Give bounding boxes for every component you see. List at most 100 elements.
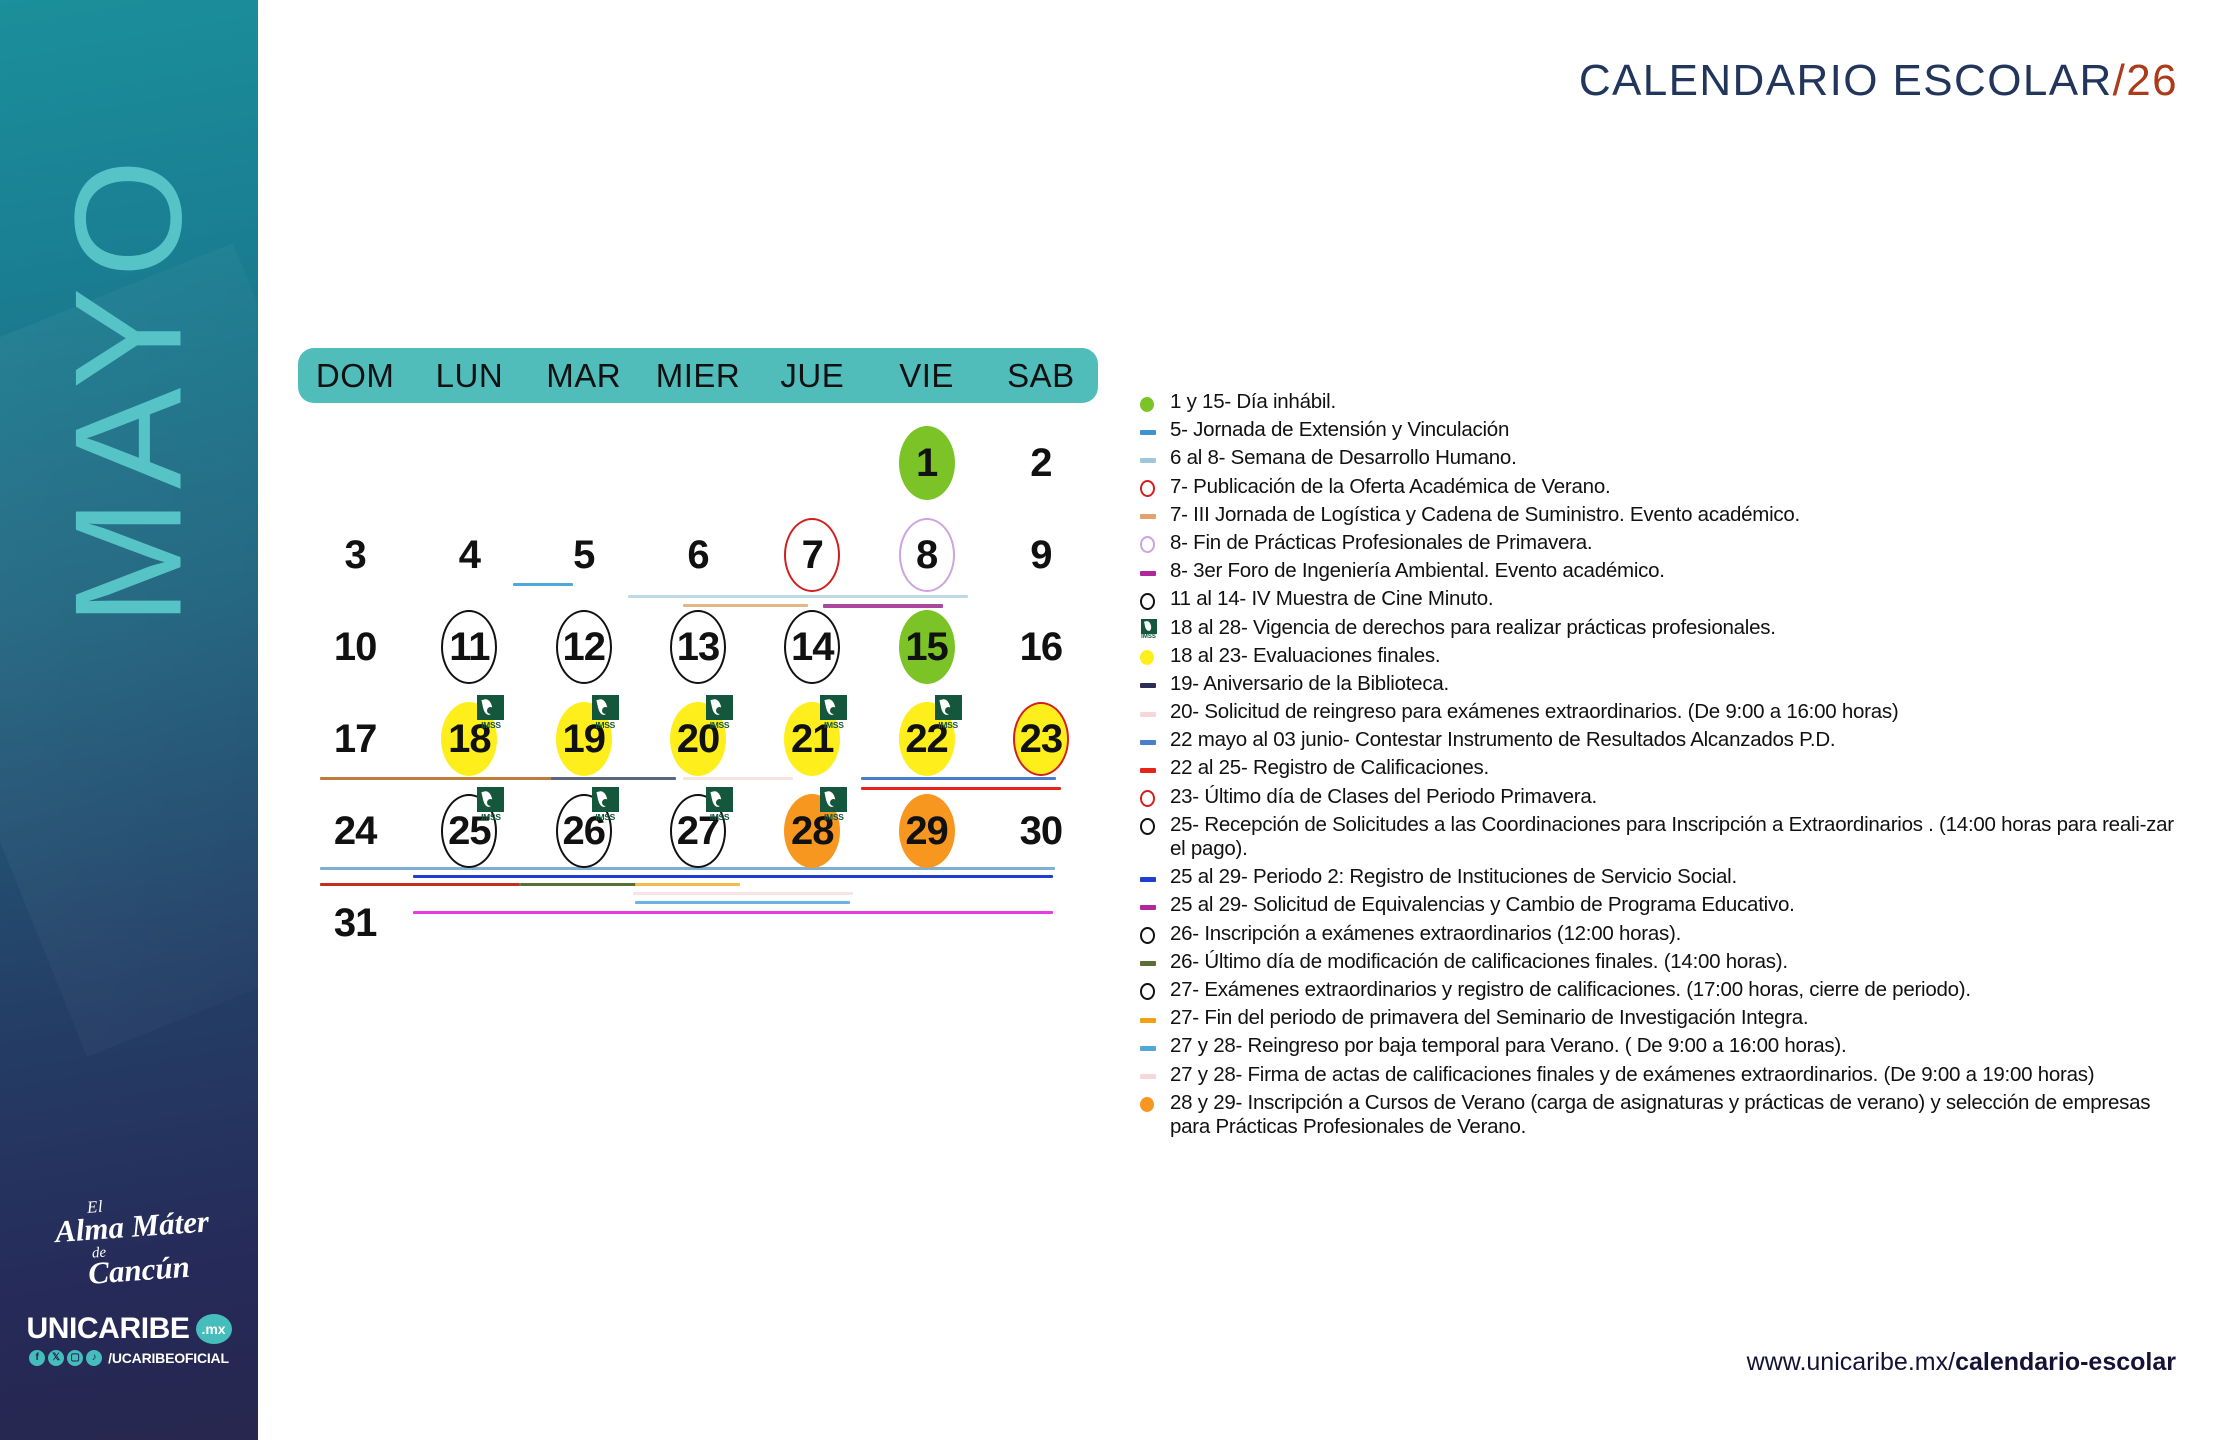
- calendar-day-17[interactable]: 17: [298, 693, 412, 785]
- legend-item-label: 23- Último día de Clases del Periodo Pri…: [1170, 784, 1597, 808]
- month-label: MAYO: [43, 149, 214, 626]
- calendar-day-18[interactable]: IMSS 18: [412, 693, 526, 785]
- day-number: 19: [562, 716, 605, 761]
- brand-name: UNICARIBE: [26, 1312, 190, 1345]
- legend-item: 20- Solicitud de reingreso para exámenes…: [1140, 700, 2180, 725]
- dow-dom: DOM: [315, 356, 395, 394]
- calendar-week-row: 10 11 12 13 14 15 16: [298, 601, 1098, 693]
- legend-item-label: 22 al 25- Registro de Calificaciones.: [1170, 756, 1489, 780]
- day-number: 31: [333, 900, 377, 945]
- x-icon[interactable]: 𝕏: [48, 1350, 65, 1366]
- instagram-icon[interactable]: ▢: [67, 1350, 84, 1366]
- legend-marker: [1140, 475, 1170, 500]
- day-highlight-fill-green: [898, 610, 955, 684]
- calendar-day-13[interactable]: 13: [641, 601, 755, 693]
- legend-item-label: 27 y 28- Reingreso por baja temporal par…: [1170, 1034, 1847, 1058]
- legend-item-label: 27- Fin del periodo de primavera del Sem…: [1170, 1006, 1809, 1030]
- calendar-day-19[interactable]: IMSS 19: [527, 693, 641, 785]
- legend-marker: [1140, 893, 1170, 918]
- legend-item-label: 25 al 29- Solicitud de Equivalencias y C…: [1170, 893, 1795, 917]
- calendar-day-22[interactable]: IMSS 22: [869, 693, 983, 785]
- calendar-day-4[interactable]: 4: [412, 509, 526, 601]
- day-highlight-ring-black: [441, 610, 498, 684]
- calendar-day-16[interactable]: 16: [984, 601, 1098, 693]
- calendar-day-7[interactable]: 7: [755, 509, 869, 601]
- imss-logo-icon: IMSS: [820, 695, 848, 729]
- calendar-day-empty: [869, 877, 983, 969]
- legend-marker: [1140, 950, 1170, 975]
- day-number: 8: [915, 532, 938, 577]
- calendar-week-row: 24 IMSS 25 IMSS 26 IMSS 27 IMSS 28 29 30: [298, 785, 1098, 914]
- day-number: 13: [676, 624, 720, 669]
- calendar-day-10[interactable]: 10: [298, 601, 412, 693]
- calendar-day-25[interactable]: IMSS 25: [412, 785, 526, 877]
- calendar-day-21[interactable]: IMSS 21: [755, 693, 869, 785]
- calendar-day-29[interactable]: 29: [869, 785, 983, 877]
- day-number: 5: [573, 532, 595, 577]
- calendar-day-23[interactable]: 23: [984, 693, 1098, 785]
- social-links-row[interactable]: f 𝕏 ▢ ♪ /UCARIBEOFICIAL: [0, 1350, 258, 1366]
- dow-mier: MIER: [655, 356, 741, 394]
- footer-url[interactable]: www.unicaribe.mx/calendario-escolar: [1747, 1348, 2176, 1377]
- social-handle[interactable]: /UCARIBEOFICIAL: [108, 1350, 229, 1366]
- tagline: El Alma Máter de Cancún: [0, 1196, 258, 1291]
- calendar-day-14[interactable]: 14: [755, 601, 869, 693]
- calendar-day-30[interactable]: 30: [984, 785, 1098, 877]
- legend-item-label: 8- Fin de Prácticas Profesionales de Pri…: [1170, 530, 1593, 554]
- calendar-day-9[interactable]: 9: [984, 509, 1098, 601]
- day-number: 6: [687, 532, 709, 577]
- legend-item-label: 6 al 8- Semana de Desarrollo Humano.: [1170, 446, 1517, 470]
- calendar-week-row: 31: [298, 877, 1098, 969]
- calendar-day-31[interactable]: 31: [298, 877, 412, 969]
- calendar-day-empty: [298, 417, 412, 509]
- calendar-day-24[interactable]: 24: [298, 785, 412, 877]
- calendar-day-26[interactable]: IMSS 26: [527, 785, 641, 877]
- calendar-day-3[interactable]: 3: [298, 509, 412, 601]
- legend-marker: IMSS: [1140, 616, 1170, 641]
- legend-item-label: 1 y 15- Día inhábil.: [1170, 390, 1336, 413]
- facebook-icon[interactable]: f: [29, 1350, 46, 1366]
- page-title-year: /26: [2112, 56, 2178, 105]
- day-number: 1: [915, 440, 938, 485]
- day-number: 10: [333, 624, 377, 669]
- calendar-day-28[interactable]: IMSS 28: [755, 785, 869, 877]
- tiktok-icon[interactable]: ♪: [86, 1350, 103, 1366]
- day-of-week-header: DOM LUN MAR MIER JUE VIE SAB: [298, 348, 1098, 403]
- calendar-day-2[interactable]: 2: [984, 417, 1098, 509]
- calendar-day-1[interactable]: 1: [869, 417, 983, 509]
- day-highlight-ring-red: [784, 518, 841, 592]
- calendar-day-20[interactable]: IMSS 20: [641, 693, 755, 785]
- calendar-day-27[interactable]: IMSS 27: [641, 785, 755, 877]
- day-number: 12: [562, 624, 605, 669]
- day-number: 28: [791, 808, 834, 853]
- calendar-day-11[interactable]: 11: [412, 601, 526, 693]
- calendar-day-12[interactable]: 12: [527, 601, 641, 693]
- calendar-day-6[interactable]: 6: [641, 509, 755, 601]
- day-highlight-ring-purple: [898, 518, 955, 592]
- red-dash-icon: [1140, 767, 1156, 773]
- legend-marker: [1140, 865, 1170, 890]
- day-number: 23: [1019, 716, 1063, 761]
- legend-item-label: 18 al 28- Vigencia de derechos para real…: [1170, 615, 1776, 639]
- imss-logo-icon: IMSS: [1140, 618, 1157, 641]
- calendar-day-15[interactable]: 15: [869, 601, 983, 693]
- light-blue-dash-icon: [1140, 457, 1156, 463]
- calendar-day-5[interactable]: 5: [527, 509, 641, 601]
- legend-item: 1 y 15- Día inhábil.: [1140, 390, 2180, 415]
- page-title: CALENDARIO ESCOLAR/26: [1579, 56, 2178, 106]
- legend-marker: [1140, 390, 1170, 415]
- legend-list: 1 y 15- Día inhábil. 5- Jornada de Extens…: [1140, 390, 2180, 1143]
- legend-item-label: 20- Solicitud de reingreso para exámenes…: [1170, 700, 1899, 724]
- legend-item-label: 27 y 28- Firma de actas de calificacione…: [1170, 1062, 2095, 1086]
- legend-marker: [1140, 728, 1170, 753]
- legend-item-label: 11 al 14- IV Muestra de Cine Minuto.: [1170, 587, 1494, 611]
- legend-marker: [1140, 785, 1170, 810]
- calendar-grid: DOM LUN MAR MIER JUE VIE SAB 1 2 3 4 5 6 7 8 9 10 11 12 13…: [298, 348, 1098, 969]
- day-number: 14: [791, 624, 834, 669]
- calendar-day-8[interactable]: 8: [869, 509, 983, 601]
- legend-marker: [1140, 418, 1170, 443]
- legend-marker: [1140, 1034, 1170, 1059]
- day-highlight-fill-orange: [898, 794, 955, 868]
- brand-logo-row: UNICARIBE .mx: [0, 1312, 258, 1346]
- day-number: 29: [905, 808, 948, 853]
